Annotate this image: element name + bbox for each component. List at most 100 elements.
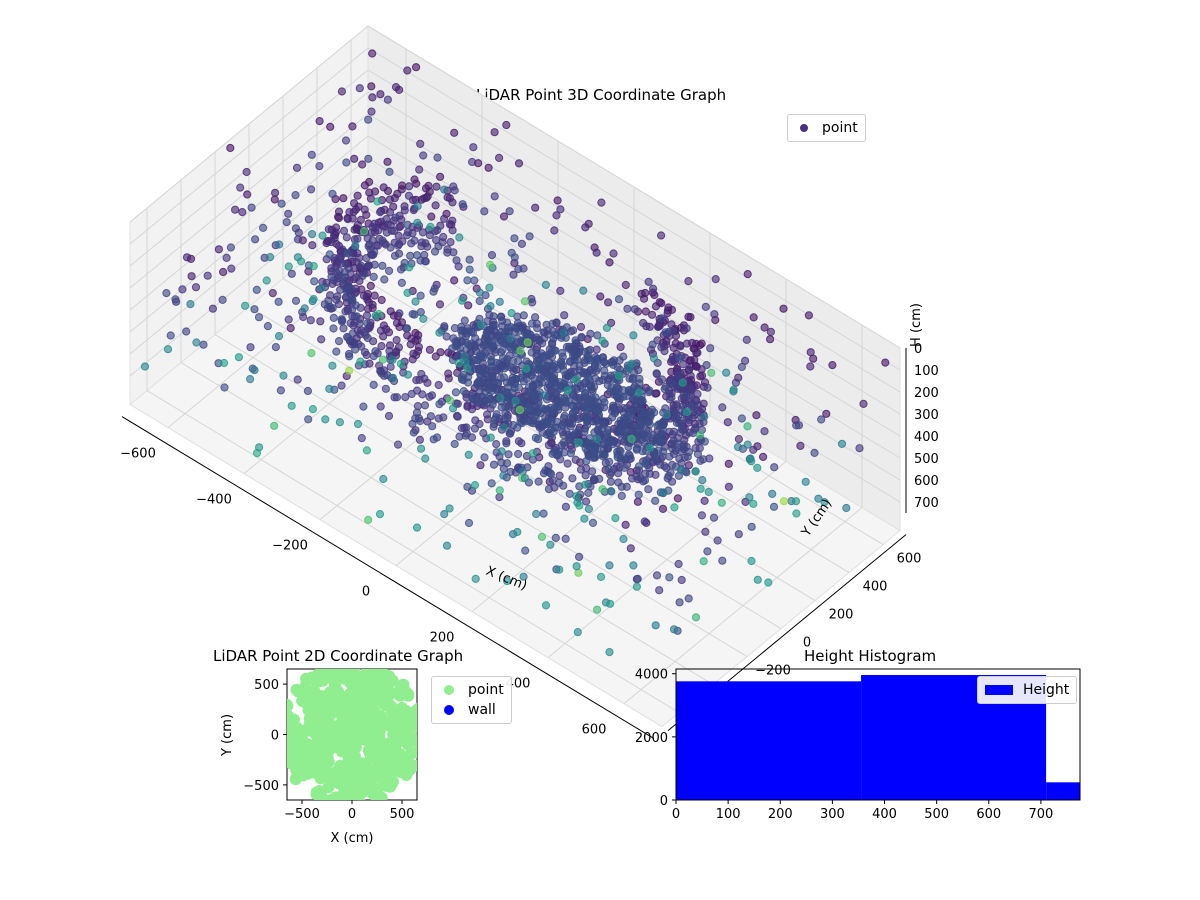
data-point bbox=[641, 307, 650, 316]
data-point bbox=[616, 447, 625, 456]
data-point bbox=[770, 463, 779, 472]
data-point bbox=[658, 375, 667, 384]
data-point bbox=[370, 247, 379, 257]
data-point bbox=[697, 339, 706, 348]
data-point bbox=[684, 461, 694, 470]
data-point bbox=[574, 438, 583, 447]
data-point bbox=[355, 84, 364, 93]
data-point bbox=[654, 321, 664, 330]
data-point bbox=[596, 572, 606, 582]
data-point bbox=[287, 269, 296, 278]
data-point bbox=[649, 430, 658, 440]
data-point bbox=[669, 625, 679, 634]
data-point bbox=[469, 143, 478, 152]
data-point bbox=[329, 313, 338, 322]
data-point bbox=[315, 767, 328, 780]
data-point bbox=[378, 236, 387, 245]
x-tick-label: 500 bbox=[390, 807, 415, 822]
data-point bbox=[642, 322, 651, 331]
data-point bbox=[379, 183, 388, 192]
data-point bbox=[640, 430, 649, 439]
data-point bbox=[410, 310, 419, 319]
data-point bbox=[339, 194, 348, 203]
data-point bbox=[403, 220, 412, 229]
data-point bbox=[393, 440, 403, 449]
data-point bbox=[488, 337, 497, 347]
data-point bbox=[304, 415, 313, 424]
data-point bbox=[703, 383, 712, 392]
data-point bbox=[402, 723, 415, 736]
data-point bbox=[452, 256, 461, 265]
data-point bbox=[572, 492, 581, 501]
data-point bbox=[468, 328, 478, 337]
data-point bbox=[624, 450, 633, 459]
data-point bbox=[355, 709, 368, 722]
data-point bbox=[599, 420, 609, 429]
z-axis-label: H (cm) bbox=[909, 303, 924, 347]
grid-line bbox=[367, 25, 901, 349]
data-point bbox=[368, 93, 377, 102]
data-point bbox=[696, 484, 705, 493]
legend-entry-point: point bbox=[795, 118, 858, 138]
data-point bbox=[682, 391, 691, 400]
data-point bbox=[400, 206, 409, 215]
data-point bbox=[596, 292, 605, 301]
x-tick-label: 600 bbox=[582, 723, 607, 738]
data-point bbox=[284, 315, 293, 324]
data-point bbox=[806, 362, 815, 371]
data-point bbox=[392, 393, 402, 402]
data-point bbox=[592, 248, 601, 257]
data-point bbox=[588, 518, 598, 528]
data-point bbox=[166, 331, 175, 340]
x-tick-label: 400 bbox=[872, 807, 897, 822]
data-point bbox=[448, 198, 457, 207]
y-tick-label: −200 bbox=[755, 664, 791, 679]
data-point bbox=[307, 185, 316, 194]
data-point bbox=[446, 238, 455, 247]
data-point bbox=[764, 578, 773, 587]
data-point bbox=[329, 324, 338, 333]
data-point bbox=[226, 243, 235, 252]
data-point bbox=[302, 738, 315, 751]
x-tick-label: 300 bbox=[820, 807, 845, 822]
data-point bbox=[573, 628, 582, 637]
data-point bbox=[380, 763, 393, 776]
data-point bbox=[463, 364, 472, 373]
data-point bbox=[337, 381, 346, 390]
data-point bbox=[855, 444, 864, 453]
data-point bbox=[729, 385, 738, 394]
data-point bbox=[292, 163, 302, 172]
data-point bbox=[552, 318, 561, 327]
data-point bbox=[332, 223, 341, 232]
data-point bbox=[703, 547, 712, 556]
data-point bbox=[329, 231, 339, 240]
data-point bbox=[677, 575, 686, 585]
x-tick-label: −500 bbox=[284, 807, 320, 822]
data-point bbox=[463, 482, 472, 491]
data-point bbox=[413, 251, 422, 260]
x-tick-label: −400 bbox=[196, 493, 232, 508]
data-point bbox=[796, 441, 805, 450]
data-point bbox=[502, 439, 511, 448]
data-point bbox=[768, 489, 777, 498]
data-point bbox=[321, 722, 334, 735]
data-point bbox=[559, 366, 568, 375]
data-point bbox=[745, 493, 754, 502]
data-point bbox=[328, 361, 337, 370]
data-point bbox=[450, 186, 459, 195]
data-point bbox=[645, 386, 654, 395]
data-point bbox=[571, 455, 580, 464]
data-point bbox=[669, 427, 679, 436]
data-point bbox=[426, 222, 435, 231]
data-point bbox=[439, 413, 448, 422]
data-point bbox=[421, 454, 430, 463]
data-point bbox=[511, 396, 520, 405]
data-point bbox=[475, 288, 484, 297]
data-point bbox=[425, 392, 434, 401]
data-point bbox=[486, 260, 495, 269]
data-point bbox=[792, 509, 801, 518]
y-tick-label: −500 bbox=[243, 779, 279, 794]
data-point bbox=[651, 470, 660, 479]
grid-line bbox=[367, 179, 901, 503]
